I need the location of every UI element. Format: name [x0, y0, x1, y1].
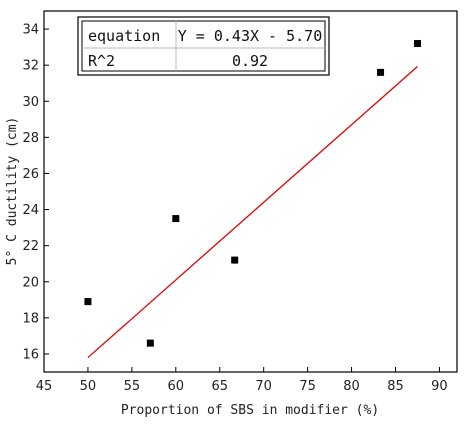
y-axis-ticks: 16 18 20 22 24 26 28 30 32 34 — [22, 23, 49, 362]
data-point — [377, 68, 385, 76]
y-tick-label: 26 — [22, 167, 39, 182]
y-axis-title: 5° C ductility (cm) — [5, 117, 20, 266]
x-tick-label: 70 — [255, 379, 272, 394]
equation-label: equation — [88, 27, 160, 45]
y-tick-label: 20 — [22, 275, 39, 290]
data-point — [172, 215, 180, 223]
r2-label: R^2 — [88, 52, 115, 70]
plot-area — [43, 10, 458, 373]
y-tick-label: 32 — [22, 59, 39, 74]
x-tick-label: 90 — [431, 379, 448, 394]
x-tick-label: 85 — [387, 379, 404, 394]
y-tick-label: 30 — [22, 95, 39, 110]
data-point — [146, 339, 154, 347]
x-axis-title: Proportion of SBS in modifier (%) — [121, 403, 379, 418]
data-point — [84, 298, 92, 306]
x-tick-label: 55 — [124, 379, 141, 394]
x-tick-label: 50 — [80, 379, 97, 394]
y-tick-label: 28 — [22, 131, 39, 146]
x-tick-label: 45 — [36, 379, 53, 394]
fit-table-border — [77, 16, 330, 76]
x-tick-label: 65 — [211, 379, 228, 394]
y-tick-label: 24 — [22, 203, 39, 218]
data-point — [231, 256, 239, 264]
x-tick-label: 75 — [299, 379, 316, 394]
fit-line — [87, 66, 418, 359]
y-tick-label: 16 — [22, 347, 39, 362]
equation-value: Y = 0.43X - 5.70 — [178, 27, 323, 45]
x-tick-label: 60 — [168, 379, 185, 394]
fit-table-inner — [81, 20, 326, 72]
r2-value: 0.92 — [232, 52, 268, 70]
y-tick-label: 18 — [22, 311, 39, 326]
fit-table: equation Y = 0.43X - 5.70 R^2 0.92 — [77, 16, 330, 76]
data-points — [84, 39, 421, 347]
x-axis-ticks: 45 50 55 60 65 70 75 80 85 90 — [36, 367, 448, 394]
y-tick-label: 34 — [22, 23, 39, 38]
y-tick-label: 22 — [22, 239, 39, 254]
data-point — [413, 39, 421, 47]
x-tick-label: 80 — [343, 379, 360, 394]
